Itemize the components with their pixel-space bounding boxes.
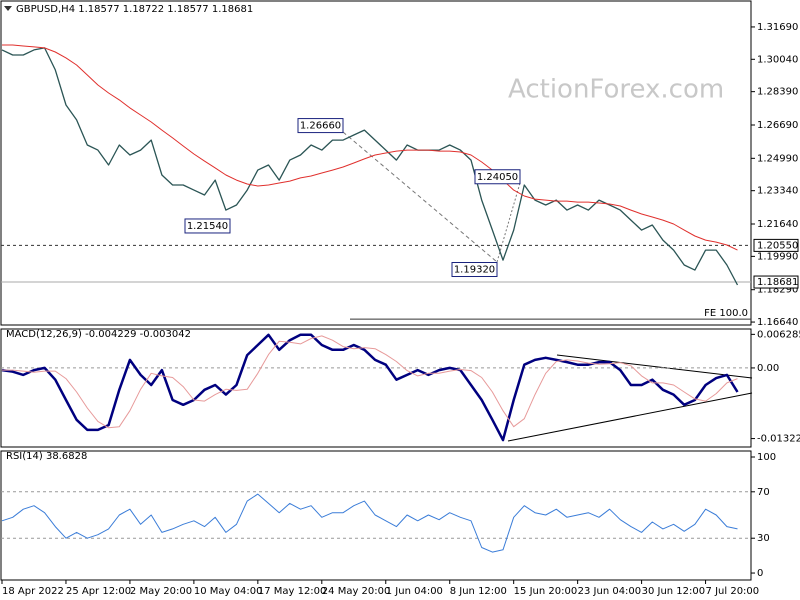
y-tick-label: 30 (757, 533, 770, 544)
annotation-box (184, 218, 231, 234)
y-tick-label: 1.30040 (757, 54, 798, 65)
x-tick-label: 17 May 12:00 (258, 586, 327, 597)
fe-label: FE 100.0 (704, 308, 748, 319)
y-tick-label: 0.00 (757, 363, 779, 374)
annotation-label: 1.26660 (300, 121, 341, 132)
x-tick-label: 24 May 20:00 (322, 586, 391, 597)
price-panel (0, 0, 752, 326)
rsi-panel (0, 450, 752, 581)
macd-trendline (556, 354, 753, 379)
series-line (1, 333, 739, 442)
annotation-label: 1.24050 (477, 172, 518, 183)
series-line (1, 47, 739, 286)
watermark: ActionForex.com (508, 75, 724, 105)
series-line (2, 335, 738, 429)
macd-trendline (507, 392, 753, 442)
retracement-line (342, 131, 498, 263)
x-tick-label: 8 Jun 12:00 (450, 586, 507, 597)
annotation-box (297, 118, 344, 134)
projection-line (496, 182, 521, 263)
x-tick-label: 10 May 04:00 (194, 586, 263, 597)
annotation-label: 1.21540 (187, 221, 228, 232)
y-tick-label: 1.26690 (757, 120, 798, 131)
level-label: 1.18681 (757, 277, 798, 288)
level-label: 1.20550 (757, 240, 798, 251)
panel-title: RSI(14) 38.6828 (6, 451, 87, 462)
annotation-box (474, 169, 521, 185)
y-tick-label: 1.19990 (757, 251, 798, 262)
annotation-label: 1.19320 (454, 265, 495, 276)
y-tick-label: 100 (757, 452, 776, 463)
y-tick-label: 0 (757, 568, 763, 579)
x-tick-label: 23 Jun 04:00 (578, 586, 642, 597)
y-tick-label: 1.21640 (757, 219, 798, 230)
y-tick-label: 70 (757, 487, 770, 498)
annotation-box (451, 262, 498, 278)
y-tick-label: 1.23340 (757, 186, 798, 197)
x-tick-label: 2 May 20:00 (130, 586, 192, 597)
y-tick-label: 1.31690 (757, 22, 798, 33)
panel-title: MACD(12,26,9) -0.004229 -0.003042 (6, 329, 191, 340)
y-tick-label: 1.18290 (757, 285, 798, 296)
x-tick-label: 1 Jun 04:00 (386, 586, 443, 597)
x-tick-label: 30 Jun 12:00 (642, 586, 706, 597)
x-tick-label: 18 Apr 2022 (2, 586, 64, 597)
x-tick-label: 7 Jul 20:00 (706, 586, 760, 597)
x-tick-label: 25 Apr 12:00 (66, 586, 131, 597)
y-tick-label: 0.006285 (757, 329, 800, 340)
y-tick-label: 1.24990 (757, 153, 798, 164)
panel-title: GBPUSD,H4 1.18577 1.18722 1.18577 1.1868… (16, 4, 253, 15)
series-line (1, 493, 738, 553)
y-tick-label: -0.013223 (757, 434, 800, 445)
y-tick-label: 1.16640 (757, 317, 798, 328)
level-box (753, 275, 799, 289)
level-box (753, 238, 799, 252)
y-tick-label: 1.28390 (757, 87, 798, 98)
series-line (2, 44, 738, 251)
menu-icon (4, 6, 12, 11)
x-tick-label: 15 Jun 20:00 (514, 586, 578, 597)
macd-panel (0, 328, 752, 448)
